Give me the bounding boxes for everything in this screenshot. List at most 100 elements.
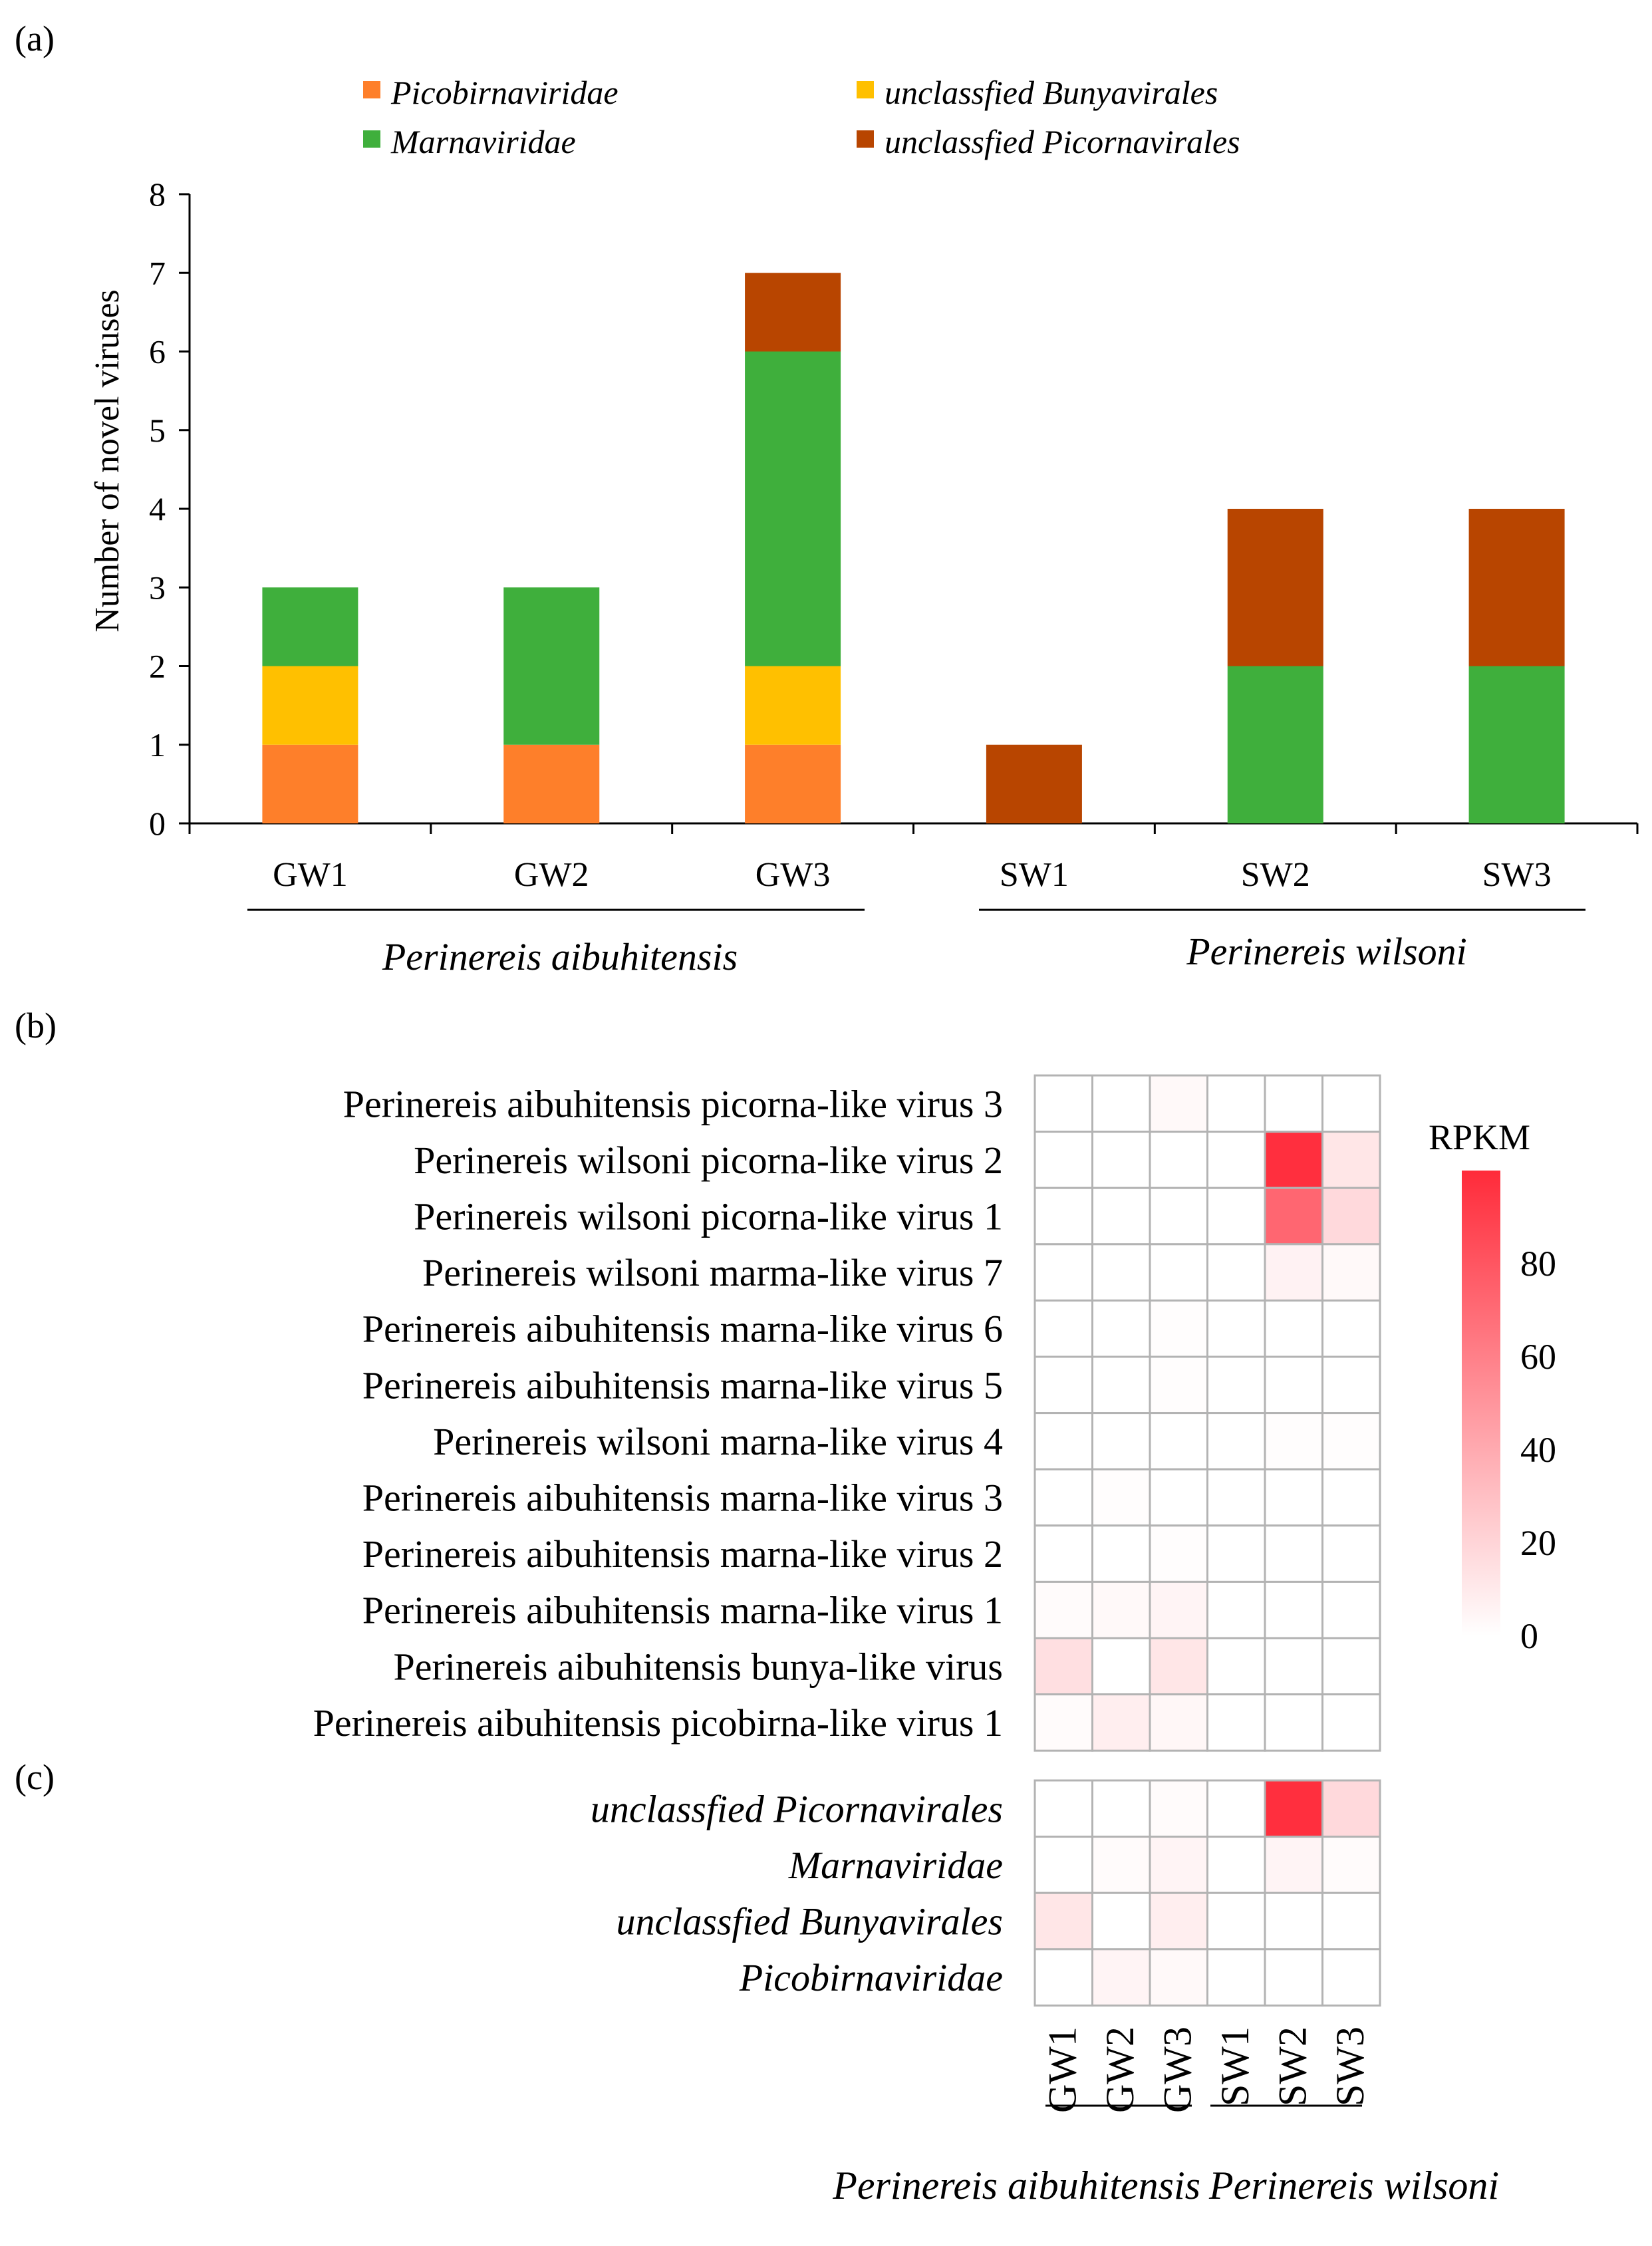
heat-c-cell-sw2 <box>1264 1892 1323 1951</box>
heat-b-row-label: Perinereis aibuhitensis picorna-like vir… <box>343 1082 1003 1125</box>
heat-b-cell-gw3 <box>1149 1355 1208 1415</box>
bar-sw3-unclassfied-picornavirales <box>1468 509 1565 666</box>
heat-b-cell-sw2 <box>1264 1693 1323 1752</box>
bar-gw3-unclassfied-picornavirales <box>745 273 841 352</box>
heat-b-cell-gw1 <box>1033 1412 1093 1471</box>
heat-c-cell-gw2 <box>1091 1892 1151 1951</box>
x-tick-label-gw1: GW1 <box>273 856 348 894</box>
heat-c-cell-sw2 <box>1264 1836 1323 1894</box>
heat-b-cell-sw1 <box>1206 1412 1266 1471</box>
heat-column-label-sw2: SW2 <box>1270 2027 1314 2106</box>
heat-b-cell-gw1 <box>1033 1187 1093 1246</box>
heat-c-cell-gw1 <box>1033 1892 1093 1951</box>
heat-b-row-label: Perinereis aibuhitensis marna-like virus… <box>362 1363 1003 1407</box>
heat-c-row-label: unclassfied Picornavirales <box>591 1787 1003 1830</box>
legend-swatch-marnaviridae <box>363 130 380 148</box>
heat-b-cell-sw1 <box>1206 1524 1266 1583</box>
heat-b-cell-gw3 <box>1149 1131 1208 1189</box>
heat-b-row-label: Perinereis wilsoni picorna-like virus 1 <box>414 1195 1003 1238</box>
colorbar-tick-label: 80 <box>1520 1244 1556 1284</box>
heat-b-cell-gw3 <box>1149 1524 1208 1583</box>
heat-b-cell-sw2 <box>1264 1524 1323 1583</box>
heat-b-row-label: Perinereis aibuhitensis marna-like virus… <box>362 1476 1003 1520</box>
y-tick-label: 3 <box>149 569 166 606</box>
colorbar-ticks: 0 20 40 60 80 <box>1520 1244 1556 1656</box>
heat-b-cell-sw3 <box>1321 1187 1381 1246</box>
heat-b-cell-sw1 <box>1206 1580 1266 1639</box>
heat-b-cell-gw3 <box>1149 1074 1208 1133</box>
legend-swatch-unclassified-bunyavirales <box>857 81 874 98</box>
colorbar-tick-label: 60 <box>1520 1337 1556 1377</box>
y-tick-label: 2 <box>149 648 166 685</box>
heat-b-row-label: Perinereis wilsoni picorna-like virus 2 <box>414 1139 1003 1182</box>
heat-b-cell-sw3 <box>1321 1412 1381 1471</box>
heat-column-label-gw3: GW3 <box>1155 2027 1199 2113</box>
heat-b-row-label: Perinereis aibuhitensis bunya-like virus <box>393 1645 1003 1688</box>
heat-column-label-gw1: GW1 <box>1040 2027 1084 2113</box>
bar-gw1-marnaviridae <box>262 587 358 666</box>
heat-c-row-label: unclassfied Bunyavirales <box>616 1900 1003 1943</box>
heat-b-cell-gw2 <box>1091 1187 1151 1246</box>
heat-c-cell-gw1 <box>1033 1836 1093 1894</box>
heat-b-row-label: Perinereis aibuhitensis picobirna-like v… <box>313 1701 1003 1745</box>
heat-b-cell-sw1 <box>1206 1131 1266 1189</box>
heat-b-cell-sw2 <box>1264 1074 1323 1133</box>
heat-b-cell-gw2 <box>1091 1131 1151 1189</box>
group-label-aibuhitensis: Perinereis aibuhitensis <box>382 935 738 978</box>
legend-label-unclassified-bunyavirales: unclassfied Bunyavirales <box>885 74 1218 111</box>
heat-b-cell-sw1 <box>1206 1299 1266 1358</box>
panel-label-a: (a) <box>15 19 55 59</box>
legend-label-picobirnaviridae: Picobirnaviridae <box>390 74 619 111</box>
bar-gw3-picobirnaviridae <box>745 744 841 823</box>
colorbar-tick-label: 0 <box>1520 1616 1538 1656</box>
heat-b-cell-gw2 <box>1091 1468 1151 1527</box>
heat-c-cell-gw3 <box>1149 1779 1208 1838</box>
heat-c-cell-gw2 <box>1091 1836 1151 1894</box>
legend-label-unclassified-picornavirales: unclassfied Picornavirales <box>885 123 1240 160</box>
heat-b-cell-sw3 <box>1321 1243 1381 1302</box>
heat-b-row-label: Perinereis wilsoni marna-like virus 4 <box>433 1420 1003 1463</box>
heatmap-family-rpkm: unclassfied Picornavirales Marnaviridae un… <box>591 1779 1381 2113</box>
heat-b-cell-sw3 <box>1321 1637 1381 1696</box>
x-tick-label-gw3: GW3 <box>756 856 831 894</box>
y-tick-label: 7 <box>149 254 166 291</box>
group-label-wilsoni: Perinereis wilsoni <box>1186 930 1467 973</box>
panel-label-c: (c) <box>15 1757 55 1797</box>
heat-b-cell-gw3 <box>1149 1580 1208 1639</box>
heat-b-cell-sw2 <box>1264 1580 1323 1639</box>
heat-b-cell-gw1 <box>1033 1468 1093 1527</box>
heat-b-cell-sw1 <box>1206 1074 1266 1133</box>
heat-b-cell-sw2 <box>1264 1355 1323 1415</box>
heatmap-virus-rpkm: Perinereis aibuhitensis picorna-like vir… <box>313 1074 1381 1752</box>
y-tick-label: 4 <box>149 490 166 527</box>
colorbar-tick-label: 40 <box>1520 1430 1556 1470</box>
legend-label-marnaviridae: Marnaviridae <box>390 123 576 160</box>
heat-c-cell-sw1 <box>1206 1892 1266 1951</box>
heat-b-cell-sw3 <box>1321 1580 1381 1639</box>
heat-b-cell-sw1 <box>1206 1243 1266 1302</box>
x-tick-label-sw2: SW2 <box>1241 856 1310 894</box>
heat-c-cell-sw2 <box>1264 1779 1323 1838</box>
heat-b-cell-sw3 <box>1321 1131 1381 1189</box>
heat-b-cell-gw2 <box>1091 1524 1151 1583</box>
heat-column-label-sw1: SW1 <box>1213 2027 1257 2106</box>
legend: Picobirnaviridae unclassfied Bunyavirale… <box>363 74 1240 160</box>
heat-b-cell-gw1 <box>1033 1243 1093 1302</box>
heat-b-cell-sw2 <box>1264 1299 1323 1358</box>
heat-b-cell-sw3 <box>1321 1468 1381 1527</box>
heat-b-cell-gw3 <box>1149 1243 1208 1302</box>
heat-b-cell-sw1 <box>1206 1355 1266 1415</box>
heat-b-cell-sw2 <box>1264 1637 1323 1696</box>
heat-b-cell-sw2 <box>1264 1412 1323 1471</box>
bar-gw1-picobirnaviridae <box>262 744 358 823</box>
heat-c-cell-gw3 <box>1149 1948 1208 2007</box>
heat-b-cell-gw2 <box>1091 1412 1151 1471</box>
heat-c-cell-sw1 <box>1206 1948 1266 2007</box>
bar-gw1-unclassfied-bunyavirales <box>262 666 358 745</box>
heat-b-cell-gw2 <box>1091 1637 1151 1696</box>
bar-gw2-picobirnaviridae <box>503 744 600 823</box>
heat-group-label-aibuhitensis: Perinereis aibuhitensis <box>832 2164 1200 2207</box>
heat-b-row-label: Perinereis aibuhitensis marna-like virus… <box>362 1308 1003 1351</box>
stacked-bar-chart: 0 1 2 3 4 5 6 7 8 GW1 GW2 GW3 SW1 SW2 SW3 <box>149 176 1639 894</box>
y-tick-label: 0 <box>149 805 166 842</box>
